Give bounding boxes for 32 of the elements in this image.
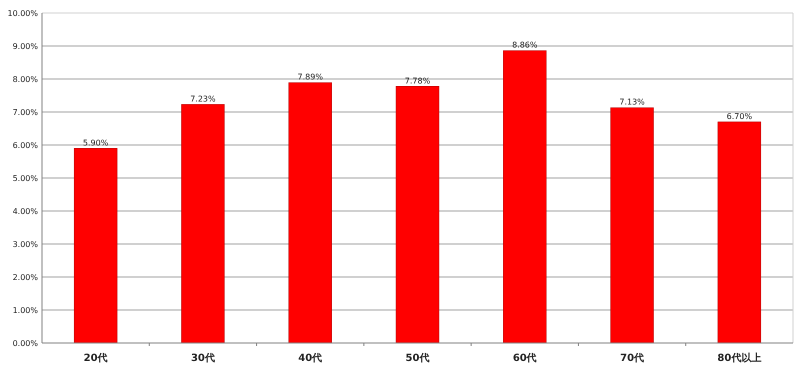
x-tick-label: 50代	[406, 352, 430, 364]
x-tick-label: 70代	[620, 352, 644, 364]
y-tick-label: 10.00%	[7, 9, 38, 18]
data-label: 7.13%	[619, 98, 646, 107]
bar	[718, 122, 762, 344]
y-tick-label: 1.00%	[12, 306, 38, 315]
y-tick-label: 9.00%	[12, 42, 38, 51]
bar	[181, 104, 225, 344]
x-tick-label: 40代	[298, 352, 322, 364]
y-tick-label: 3.00%	[12, 240, 38, 249]
data-label: 7.23%	[190, 94, 216, 104]
x-tick-label: 80代以上	[717, 352, 762, 364]
data-label: 7.78%	[404, 76, 431, 86]
y-tick-label: 4.00%	[12, 207, 38, 216]
y-tick-label: 2.00%	[12, 273, 38, 282]
bar	[610, 107, 654, 344]
bar	[503, 50, 546, 344]
y-tick-label: 5.00%	[12, 174, 38, 183]
data-label: 5.90%	[82, 138, 109, 148]
data-label: 8.86%	[512, 40, 538, 50]
data-label: 7.89%	[298, 72, 324, 82]
y-tick-label: 0.00%	[12, 339, 38, 348]
x-tick-label: 30代	[190, 352, 215, 364]
y-tick-label: 7.00%	[12, 108, 38, 117]
y-tick-label: 6.00%	[12, 141, 38, 150]
bar	[396, 86, 440, 344]
x-tick-label: 20代	[84, 352, 108, 364]
bar	[288, 82, 332, 344]
bar	[74, 148, 118, 344]
y-tick-label: 8.00%	[12, 75, 38, 84]
data-label: 6.70%	[726, 112, 752, 121]
x-tick-label: 60代	[512, 352, 537, 364]
